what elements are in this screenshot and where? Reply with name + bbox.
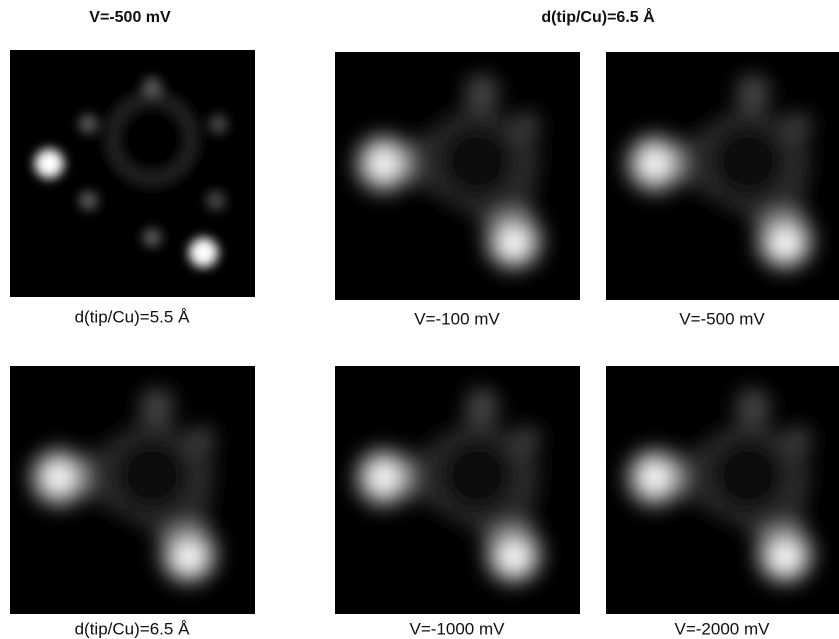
figure: V=-500 mV d(tip/Cu)=6.5 Å d(tip/Cu)=5.5 … xyxy=(0,0,839,639)
panel-caption: V=-1000 mV xyxy=(410,619,506,638)
panel-caption: V=-2000 mV xyxy=(675,619,771,638)
stm-image xyxy=(606,52,839,300)
stm-image xyxy=(335,366,580,614)
panel-caption: d(tip/Cu)=6.5 Å xyxy=(75,619,190,638)
stm-image xyxy=(10,366,255,614)
stm-image xyxy=(335,52,580,300)
stm-image xyxy=(10,50,255,297)
panel-caption: d(tip/Cu)=5.5 Å xyxy=(75,307,190,326)
panel-caption: V=-500 mV xyxy=(679,309,765,328)
panel-caption: V=-100 mV xyxy=(414,309,500,328)
stm-image xyxy=(606,366,839,614)
column-title: V=-500 mV xyxy=(89,9,171,26)
column-title: d(tip/Cu)=6.5 Å xyxy=(541,7,655,26)
